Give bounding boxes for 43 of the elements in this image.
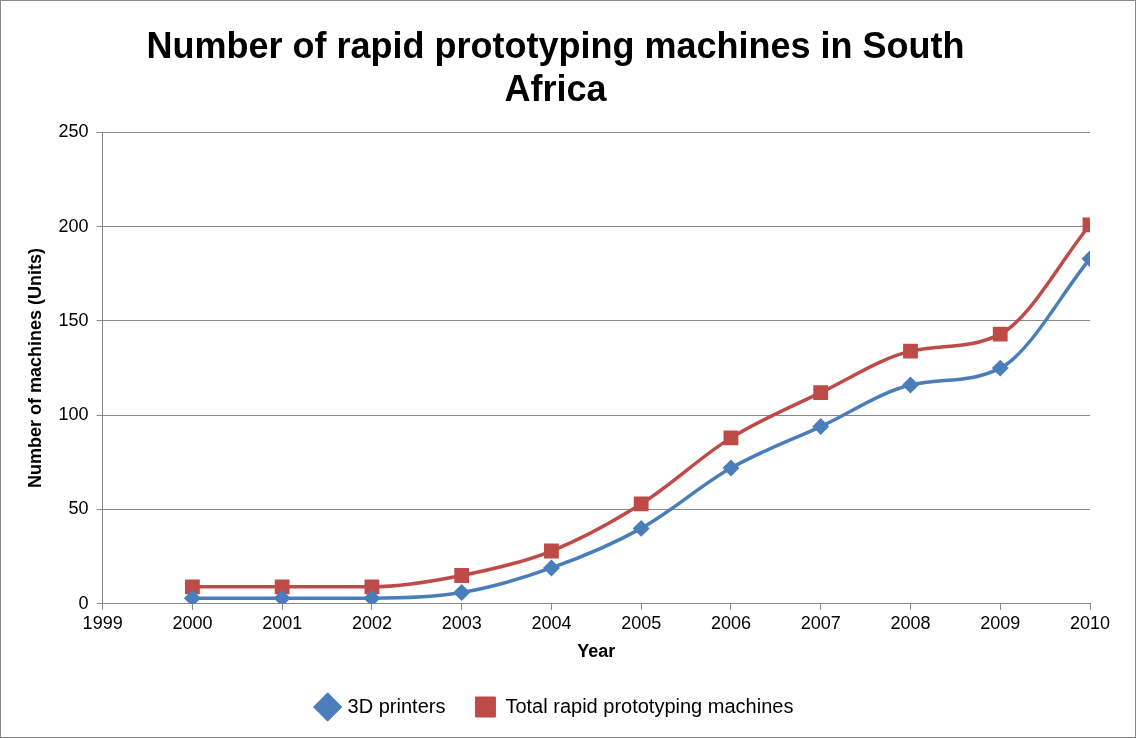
- point: [723, 460, 739, 476]
- point: [544, 543, 559, 559]
- point: [453, 584, 470, 601]
- point: [364, 590, 380, 604]
- point: [813, 385, 829, 401]
- point: [274, 579, 290, 595]
- y-tick-label: 250: [58, 121, 89, 142]
- x-tick-label: 2005: [621, 612, 662, 633]
- x-tick-label: 2010: [1069, 612, 1111, 633]
- y-tick-label: 100: [58, 404, 89, 425]
- y-tick-label: 150: [58, 309, 89, 330]
- point: [274, 590, 290, 604]
- x-tick-label: 2006: [710, 612, 751, 633]
- chart-title: Number of rapid prototyping machines in South Africa: [146, 24, 965, 109]
- point: [902, 377, 919, 393]
- x-tick-label: 2003: [441, 612, 482, 633]
- x-axis-title: Year: [577, 641, 616, 662]
- y-tick-label: 200: [58, 215, 89, 236]
- point: [633, 520, 649, 537]
- point: [364, 579, 380, 595]
- point: [454, 568, 470, 583]
- x-tick-label: 2004: [531, 612, 572, 633]
- point: [723, 430, 739, 446]
- x-tick-label: 2002: [351, 612, 392, 633]
- legend-label: Total rapid prototyping machines: [505, 694, 794, 717]
- point: [184, 579, 200, 595]
- legend-label: 3D printers: [347, 694, 446, 717]
- point: [184, 590, 201, 604]
- x-tick-label: 1999: [82, 612, 123, 633]
- x-tick-label: 2000: [172, 612, 213, 633]
- y-tick-label: 50: [68, 498, 89, 519]
- x-tick-label: 2007: [800, 612, 841, 633]
- x-tick-label: 2008: [890, 612, 931, 633]
- point: [543, 560, 560, 576]
- y-tick-label: 0: [78, 592, 89, 613]
- x-tick-label: 2009: [980, 612, 1021, 633]
- point: [992, 360, 1008, 376]
- point: [992, 326, 1008, 342]
- point: [633, 496, 649, 512]
- point: [903, 343, 918, 359]
- y-axis-title: Number of machines (Units): [24, 248, 45, 489]
- point: [812, 418, 829, 435]
- x-tick-label: 2001: [262, 612, 303, 633]
